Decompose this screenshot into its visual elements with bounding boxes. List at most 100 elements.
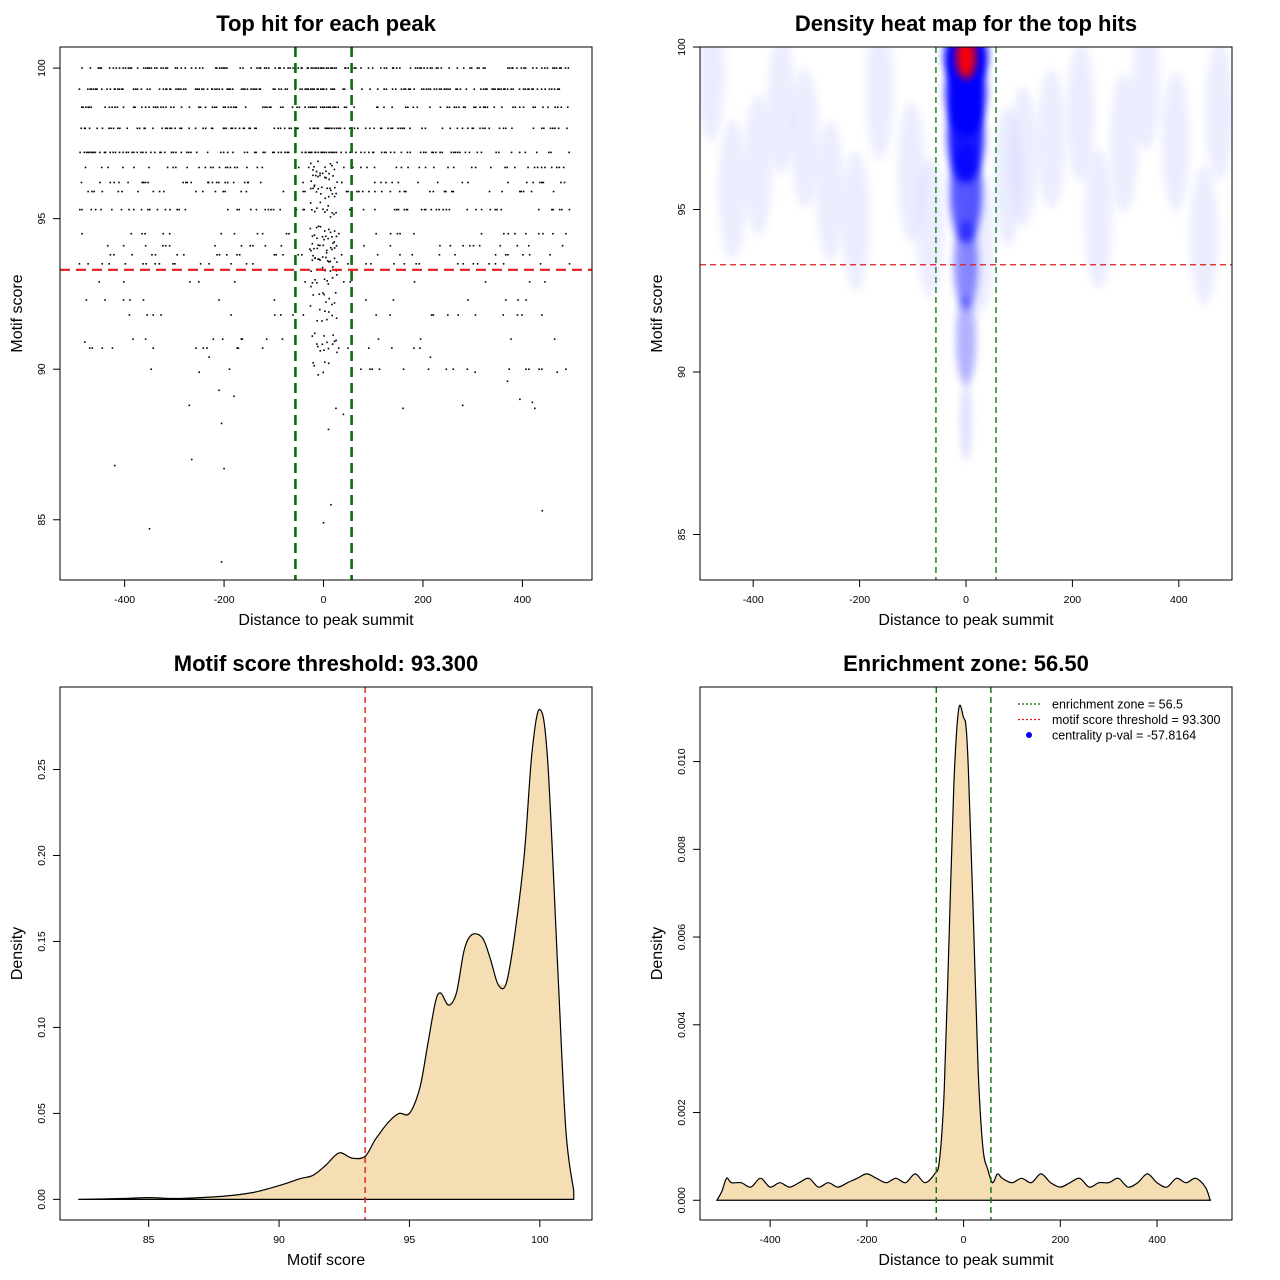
data-point xyxy=(302,190,304,193)
data-point xyxy=(443,190,446,193)
data-point xyxy=(281,338,284,340)
data-point xyxy=(78,263,81,265)
data-point xyxy=(316,319,318,322)
data-point xyxy=(516,244,519,247)
data-point xyxy=(220,561,223,563)
data-point xyxy=(249,208,252,211)
data-point xyxy=(518,106,521,109)
data-point xyxy=(560,181,562,184)
heatmap-haze xyxy=(865,47,894,160)
data-point xyxy=(345,190,348,193)
data-point xyxy=(399,232,401,235)
data-point xyxy=(196,88,199,90)
data-point xyxy=(331,67,334,69)
data-point xyxy=(373,181,376,184)
data-point xyxy=(140,151,142,154)
data-point xyxy=(527,166,529,169)
data-point xyxy=(249,244,252,247)
data-point xyxy=(478,244,481,247)
data-point xyxy=(474,166,477,169)
data-point xyxy=(476,151,479,154)
data-point xyxy=(472,263,475,265)
data-point xyxy=(221,88,224,90)
data-point xyxy=(548,88,551,90)
data-point xyxy=(558,208,561,211)
data-point xyxy=(214,88,216,90)
data-point xyxy=(429,88,432,90)
data-point xyxy=(331,303,333,306)
data-point xyxy=(246,166,248,169)
data-point xyxy=(252,263,254,265)
data-point xyxy=(568,208,571,211)
data-point xyxy=(318,308,321,311)
data-point xyxy=(325,88,328,90)
data-point xyxy=(552,67,554,69)
data-point xyxy=(128,314,131,316)
data-point xyxy=(479,127,481,130)
data-point xyxy=(199,106,202,109)
chart-title: Motif score threshold: 93.300 xyxy=(174,651,478,676)
data-point xyxy=(404,88,407,90)
data-point xyxy=(226,253,228,256)
data-point xyxy=(101,347,104,349)
data-point xyxy=(343,166,345,169)
data-point xyxy=(315,226,318,229)
data-point xyxy=(242,88,245,90)
data-point xyxy=(314,127,316,130)
data-point xyxy=(186,166,189,169)
data-point xyxy=(202,88,205,90)
data-point xyxy=(473,106,475,109)
data-point xyxy=(221,338,224,340)
data-point xyxy=(272,208,275,211)
data-point xyxy=(132,338,134,340)
data-point xyxy=(397,208,400,211)
x-tick-label: 400 xyxy=(1148,1234,1166,1246)
data-point xyxy=(270,106,272,109)
data-point xyxy=(501,106,503,109)
data-point xyxy=(314,332,316,335)
data-point xyxy=(204,166,207,169)
data-point xyxy=(327,205,330,207)
data-point xyxy=(254,151,256,154)
data-point xyxy=(113,253,115,256)
data-point xyxy=(432,190,435,193)
data-point xyxy=(502,314,505,316)
data-point xyxy=(449,127,452,130)
data-point xyxy=(393,263,395,265)
data-point xyxy=(353,106,355,109)
data-point xyxy=(343,127,346,130)
data-point xyxy=(531,88,533,90)
data-point xyxy=(336,161,338,164)
data-point xyxy=(284,88,287,90)
data-point xyxy=(220,232,223,235)
data-point xyxy=(539,263,542,265)
data-point xyxy=(365,263,367,265)
data-point xyxy=(304,88,307,90)
data-point xyxy=(327,347,330,350)
data-point xyxy=(537,232,540,235)
data-point xyxy=(437,67,439,69)
data-point xyxy=(332,242,334,245)
data-point xyxy=(399,253,401,256)
data-point xyxy=(424,166,427,169)
data-point xyxy=(329,260,332,263)
data-point xyxy=(287,151,290,154)
data-point xyxy=(403,208,406,211)
y-tick-label: 0.25 xyxy=(36,759,48,780)
data-point xyxy=(324,176,326,179)
data-point xyxy=(326,260,329,262)
data-point xyxy=(303,208,306,211)
data-point xyxy=(231,88,234,90)
data-point xyxy=(179,127,181,130)
data-point xyxy=(567,67,570,69)
data-point xyxy=(325,127,328,130)
data-point xyxy=(439,106,442,109)
data-point xyxy=(304,281,306,283)
data-point xyxy=(229,88,232,90)
data-point xyxy=(160,67,162,69)
data-point xyxy=(302,314,305,316)
data-point xyxy=(349,151,351,154)
data-point xyxy=(145,67,147,69)
data-point xyxy=(331,164,333,167)
data-point xyxy=(331,266,334,268)
